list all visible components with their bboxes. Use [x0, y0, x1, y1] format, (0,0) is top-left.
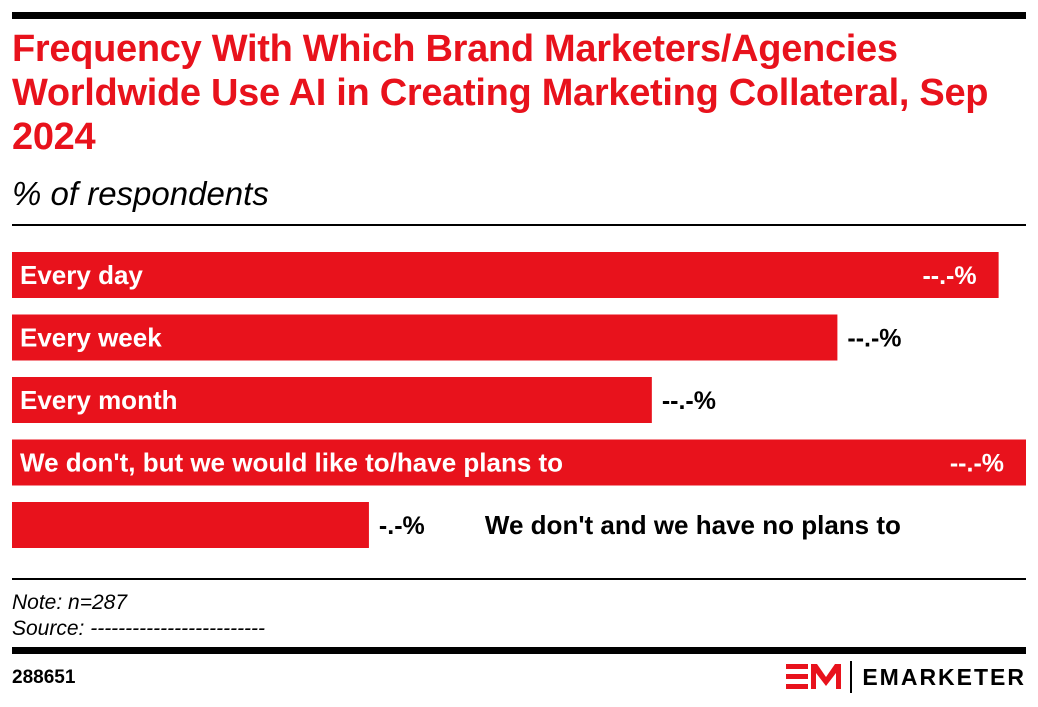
brand-name: EMARKETER	[862, 664, 1026, 690]
value-label: --.-%	[847, 325, 901, 353]
value-label: -.-%	[379, 512, 425, 540]
category-label: Every day	[20, 260, 143, 290]
footer-divider	[12, 578, 1026, 580]
category-label: Every week	[20, 323, 162, 353]
chart-source: Source: -------------------------	[12, 617, 266, 640]
chart-note: Note: n=287	[12, 591, 128, 614]
chart-subtitle: % of respondents	[12, 175, 269, 212]
value-label: --.-%	[662, 387, 716, 415]
bar-5	[12, 502, 369, 548]
value-label: --.-%	[950, 450, 1004, 478]
logo-divider	[850, 661, 853, 693]
top-rule	[12, 12, 1026, 19]
category-label: We don't, but we would like to/have plan…	[20, 448, 563, 478]
bar-2	[12, 314, 838, 361]
value-label: --.-%	[922, 262, 976, 290]
em-logo-icon	[786, 664, 842, 689]
bottom-rule	[12, 647, 1026, 654]
chart-id: 288651	[12, 667, 76, 688]
header-divider	[12, 224, 1026, 226]
chart-title: Frequency With Which Brand Marketers/Age…	[12, 28, 989, 158]
category-label: Every month	[20, 385, 178, 415]
brand-logo: EMARKETER	[786, 660, 1026, 694]
category-label: We don't and we have no plans to	[485, 510, 901, 540]
bar-4	[12, 439, 1026, 486]
bar-3	[12, 377, 652, 423]
bar-1	[12, 252, 999, 298]
